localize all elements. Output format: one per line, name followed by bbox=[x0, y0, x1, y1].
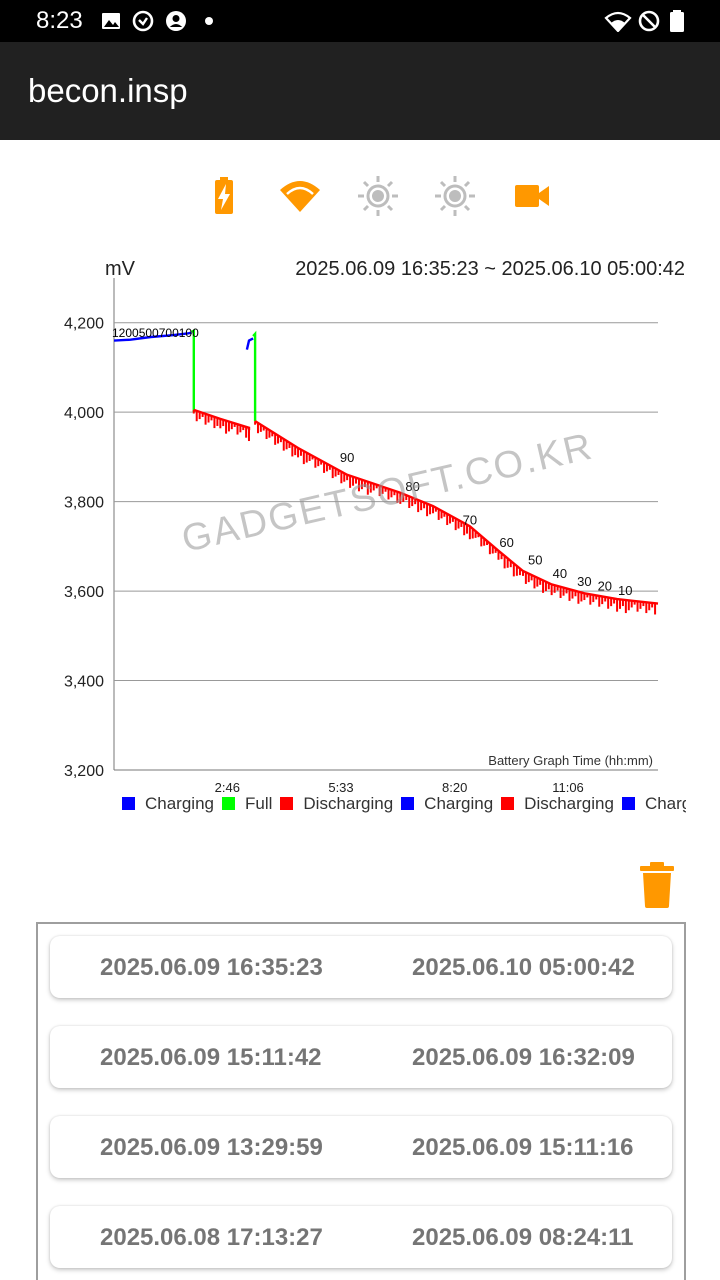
battery-icon bbox=[670, 10, 684, 32]
level-label: 50 bbox=[528, 553, 542, 568]
brightness-icon-2[interactable] bbox=[433, 174, 477, 218]
series-line bbox=[191, 328, 196, 413]
chart-canvas: 4,200 4,000 3,800 3,600 3,400 3,200 2:46 5:33 8:… bbox=[64, 258, 685, 795]
legend-entry: Charging bbox=[621, 794, 686, 814]
y-tick-label: 4,200 bbox=[64, 316, 104, 333]
y-tick-label: 3,800 bbox=[64, 495, 104, 512]
legend-label: Discharging bbox=[303, 794, 394, 813]
status-bar: 8:23 bbox=[0, 0, 720, 42]
session-item[interactable]: 2025.06.09 16:35:23 2025.06.10 05:00:42 bbox=[50, 936, 672, 998]
y-tick-label: 3,200 bbox=[64, 763, 104, 780]
x-tick-label: 8:20 bbox=[442, 780, 467, 795]
series-line bbox=[252, 330, 257, 422]
legend-swatch bbox=[501, 797, 515, 810]
session-end-time: 2025.06.09 15:11:16 bbox=[412, 1134, 634, 1161]
wifi-icon bbox=[604, 11, 632, 32]
y-tick-label: 3,600 bbox=[64, 584, 104, 601]
y-tick-label: 3,400 bbox=[64, 674, 104, 691]
charging-level-labels: 1200500700100 bbox=[112, 326, 199, 340]
chart-legend: Charging Full Discharging Charging Dischargi… bbox=[122, 794, 686, 820]
legend-label: Charging bbox=[644, 794, 686, 813]
level-label: 70 bbox=[463, 512, 477, 527]
level-label: 10 bbox=[618, 583, 632, 598]
level-label: 60 bbox=[499, 535, 513, 550]
session-start-time: 2025.06.08 17:13:27 bbox=[100, 1224, 323, 1251]
session-start-time: 2025.06.09 16:35:23 bbox=[100, 954, 323, 981]
legend-swatch bbox=[621, 797, 635, 810]
battery-charging-icon[interactable] bbox=[202, 174, 246, 218]
legend-swatch bbox=[401, 797, 415, 810]
level-label: 90 bbox=[340, 450, 354, 465]
dot-icon bbox=[205, 17, 213, 25]
app-title: becon.insp bbox=[28, 72, 188, 109]
delete-icon[interactable] bbox=[637, 862, 677, 908]
chart-time-range: 2025.06.09 16:35:23 ~ 2025.06.10 05:00:4… bbox=[295, 258, 685, 280]
session-item[interactable]: 2025.06.08 17:13:27 2025.06.09 08:24:11 bbox=[50, 1206, 672, 1268]
legend-entry: Discharging bbox=[501, 794, 614, 814]
legend-label: Full bbox=[245, 794, 273, 813]
y-axis-unit: mV bbox=[105, 258, 136, 280]
legend-label: Discharging bbox=[524, 794, 614, 813]
legend-label: Charging bbox=[424, 794, 494, 813]
wifi-icon[interactable] bbox=[278, 174, 322, 218]
x-axis-label: Battery Graph Time (hh:mm) bbox=[488, 753, 653, 768]
battery-voltage-chart: 4,200 4,000 3,800 3,600 3,400 3,200 2:46 5:33 8:… bbox=[0, 245, 720, 825]
account-icon bbox=[166, 11, 186, 31]
series-line bbox=[113, 331, 192, 342]
legend-swatch bbox=[122, 797, 135, 810]
sync-icon bbox=[132, 10, 154, 32]
legend-swatch bbox=[222, 797, 235, 810]
level-label: 80 bbox=[405, 479, 419, 494]
app-bar: becon.insp bbox=[0, 42, 720, 140]
session-item[interactable]: 2025.06.09 13:29:59 2025.06.09 15:11:16 bbox=[50, 1116, 672, 1178]
legend-swatch bbox=[280, 797, 294, 810]
legend-label: Charging bbox=[145, 794, 214, 813]
do-not-disturb-icon bbox=[638, 10, 660, 32]
session-end-time: 2025.06.10 05:00:42 bbox=[412, 954, 635, 981]
status-time: 8:23 bbox=[36, 7, 83, 34]
legend-entry: Discharging bbox=[280, 794, 393, 814]
level-label: 20 bbox=[598, 579, 612, 594]
legend-entry: Charging bbox=[401, 794, 493, 814]
brightness-icon[interactable] bbox=[356, 174, 400, 218]
legend-entry: Full bbox=[222, 794, 272, 814]
legend-entry: Charging bbox=[122, 794, 214, 814]
x-tick-label: 11:06 bbox=[552, 780, 584, 795]
session-item[interactable]: 2025.06.09 15:11:42 2025.06.09 16:32:09 bbox=[50, 1026, 672, 1088]
image-icon bbox=[102, 13, 120, 29]
session-start-time: 2025.06.09 15:11:42 bbox=[100, 1044, 322, 1071]
x-tick-label: 2:46 bbox=[215, 780, 240, 795]
x-tick-label: 5:33 bbox=[328, 780, 353, 795]
level-label: 30 bbox=[577, 574, 591, 589]
session-list: 2025.06.09 16:35:23 2025.06.10 05:00:42 … bbox=[36, 922, 686, 1280]
series-line bbox=[245, 337, 254, 350]
session-end-time: 2025.06.09 16:32:09 bbox=[412, 1044, 635, 1071]
session-start-time: 2025.06.09 13:29:59 bbox=[100, 1134, 323, 1161]
session-end-time: 2025.06.09 08:24:11 bbox=[412, 1224, 634, 1251]
video-camera-icon[interactable] bbox=[510, 174, 554, 218]
y-tick-label: 4,000 bbox=[64, 405, 104, 422]
level-label: 40 bbox=[553, 566, 567, 581]
